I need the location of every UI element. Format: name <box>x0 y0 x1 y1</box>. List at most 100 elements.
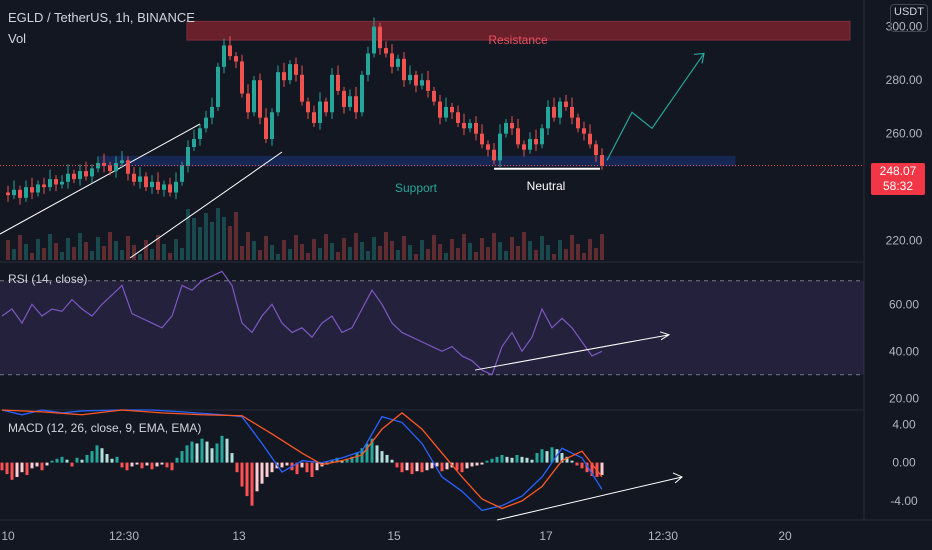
macd-histogram-bar <box>125 462 129 471</box>
candle-body <box>276 72 280 113</box>
volume-bar <box>456 248 460 260</box>
macd-histogram-bar <box>0 462 4 471</box>
macd-histogram-bar <box>80 459 84 463</box>
volume-bar <box>210 222 214 260</box>
volume-bar <box>582 253 586 260</box>
volume-bar <box>192 218 196 260</box>
time-axis-tick: 12:30 <box>648 529 678 543</box>
volume-bar <box>144 240 148 260</box>
volume-bar <box>252 241 256 260</box>
candle-body <box>114 163 118 172</box>
volume-bar <box>108 232 112 260</box>
volume-bar <box>264 236 268 260</box>
volume-bar <box>528 241 532 260</box>
macd-histogram-bar <box>395 462 399 468</box>
macd-axis-tick: 0.00 <box>892 456 916 470</box>
macd-histogram-bar <box>355 453 359 463</box>
volume-bar <box>522 232 526 260</box>
macd-histogram-bar <box>240 462 244 487</box>
volume-bar <box>504 251 508 260</box>
macd-histogram-bar <box>305 462 309 473</box>
volume-bar <box>576 244 580 260</box>
volume-bar <box>438 244 442 260</box>
macd-histogram-bar <box>165 462 169 468</box>
volume-bar <box>360 242 364 260</box>
volume-bar <box>156 235 160 260</box>
price-axis-tick: 220.00 <box>886 234 923 248</box>
macd-histogram-bar <box>370 438 374 463</box>
rsi-axis-tick: 60.00 <box>889 297 919 311</box>
support-zone <box>99 155 736 167</box>
candle-body <box>468 122 472 129</box>
volume-bar <box>78 233 82 260</box>
macd-histogram-bar <box>335 457 339 463</box>
candle-body <box>312 112 316 123</box>
candle-body <box>534 139 538 145</box>
candle-body <box>210 106 214 118</box>
macd-histogram-bar <box>505 456 509 463</box>
candle-body <box>516 128 520 145</box>
candle-body <box>438 101 442 118</box>
volume-bar <box>306 253 310 260</box>
symbol-title: EGLD / TetherUS, 1h, BINANCE <box>8 10 195 25</box>
macd-histogram-bar <box>175 457 179 463</box>
volume-bar <box>240 246 244 260</box>
macd-histogram-bar <box>500 454 504 463</box>
macd-histogram-bar <box>540 449 544 463</box>
candle-body <box>396 58 400 67</box>
volume-bar <box>432 235 436 260</box>
projection-path <box>606 53 705 161</box>
candle-body <box>228 45 232 57</box>
candle-body <box>492 149 496 161</box>
candle-body <box>96 163 100 169</box>
time-axis-tick: 12:30 <box>109 529 139 543</box>
macd-histogram-bar <box>525 457 529 463</box>
macd-histogram-bar <box>205 441 209 463</box>
macd-histogram-bar <box>110 458 114 463</box>
candle-body <box>84 171 88 177</box>
macd-histogram-bar <box>585 462 589 473</box>
volume-bar <box>120 250 124 260</box>
volume-bar <box>132 245 136 260</box>
macd-histogram-bar <box>50 460 54 463</box>
volume-bar <box>546 245 550 260</box>
volume-bar <box>258 250 262 260</box>
volume-bar <box>36 239 40 260</box>
volume-bar <box>534 250 538 260</box>
macd-histogram-bar <box>470 462 474 467</box>
volume-bar <box>564 249 568 260</box>
macd-histogram-bar <box>185 445 189 463</box>
candle-body <box>384 48 388 54</box>
macd-histogram-bar <box>230 453 234 463</box>
candle-body <box>12 189 16 196</box>
volume-bar <box>414 254 418 260</box>
candle-body <box>558 101 562 118</box>
candle-body <box>78 171 82 180</box>
candle-body <box>240 61 244 94</box>
candle-body <box>168 184 172 193</box>
volume-bar <box>552 254 556 260</box>
candle-body <box>600 155 604 166</box>
macd-histogram-bar <box>55 458 59 463</box>
candle-body <box>66 173 70 182</box>
candle-body <box>342 90 346 107</box>
macd-histogram-bar <box>5 462 9 475</box>
macd-histogram-bar <box>570 460 574 463</box>
macd-histogram-bar <box>480 462 484 465</box>
volume-bar <box>474 252 478 260</box>
candle-body <box>582 128 586 134</box>
macd-histogram-bar <box>460 462 464 473</box>
candle-body <box>222 45 226 67</box>
candle-body <box>486 144 490 150</box>
volume-bar <box>570 235 574 260</box>
volume-bar <box>318 248 322 260</box>
candle-body <box>6 192 10 196</box>
currency-badge[interactable]: USDT <box>890 4 928 32</box>
macd-histogram-bar <box>390 459 394 463</box>
macd-histogram-bar <box>445 462 449 470</box>
macd-histogram-bar <box>475 462 479 466</box>
volume-bar <box>150 249 154 260</box>
channel-lower-line <box>129 151 283 259</box>
macd-histogram-bar <box>330 459 334 463</box>
